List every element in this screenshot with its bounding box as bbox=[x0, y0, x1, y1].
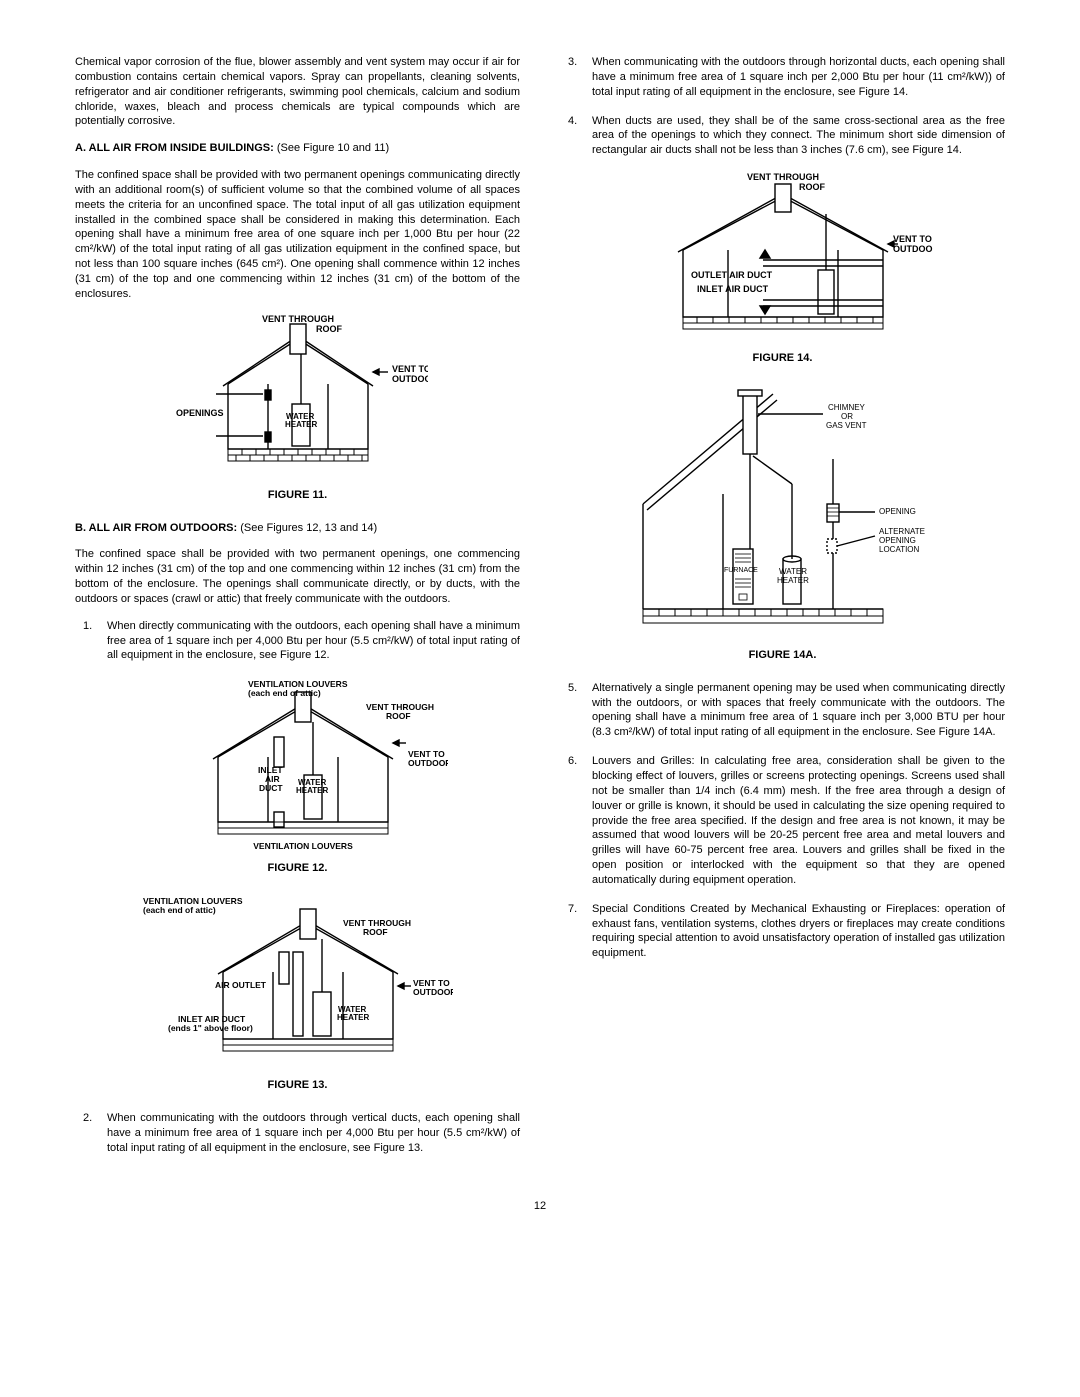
svg-text:AIR OUTLET: AIR OUTLET bbox=[215, 980, 267, 990]
list-item-1: 1.When directly communicating with the o… bbox=[95, 619, 520, 664]
figure-14a-caption: FIGURE 14A. bbox=[749, 648, 817, 663]
svg-text:HEATER: HEATER bbox=[285, 420, 318, 429]
page-number: 12 bbox=[75, 1199, 1005, 1214]
figure-14-caption: FIGURE 14. bbox=[753, 351, 813, 366]
figure-11-caption: FIGURE 11. bbox=[268, 488, 327, 503]
intro-paragraph: Chemical vapor corrosion of the flue, bl… bbox=[75, 55, 520, 129]
svg-text:OUTDOORS: OUTDOORS bbox=[392, 374, 428, 384]
section-b-body: The confined space shall be provided wit… bbox=[75, 547, 520, 606]
svg-text:HEATER: HEATER bbox=[777, 576, 809, 585]
svg-text:OPENING: OPENING bbox=[879, 536, 916, 545]
svg-text:(ends 1" above floor): (ends 1" above floor) bbox=[168, 1023, 253, 1033]
list-right-top: 3.When communicating with the outdoors t… bbox=[560, 55, 1005, 158]
svg-text:OUTDOORS: OUTDOORS bbox=[893, 244, 933, 254]
svg-text:ALTERNATE: ALTERNATE bbox=[879, 527, 925, 536]
two-column-layout: Chemical vapor corrosion of the flue, bl… bbox=[75, 55, 1005, 1169]
svg-text:VENT TO: VENT TO bbox=[893, 234, 932, 244]
svg-text:OR: OR bbox=[841, 412, 853, 421]
figure-14-svg: VENT THROUGH ROOF VENT TO OUTDOORS OUTLE… bbox=[633, 172, 933, 347]
svg-text:HEATER: HEATER bbox=[296, 786, 329, 795]
svg-text:(each end of attic): (each end of attic) bbox=[143, 905, 216, 915]
list-right-bottom: 5.Alternatively a single permanent openi… bbox=[560, 681, 1005, 961]
svg-text:CHIMNEY: CHIMNEY bbox=[828, 403, 866, 412]
list-b: 1.When directly communicating with the o… bbox=[75, 619, 520, 664]
svg-text:INLET AIR DUCT: INLET AIR DUCT bbox=[697, 284, 769, 294]
list-item-5: 5.Alternatively a single permanent openi… bbox=[580, 681, 1005, 740]
figure-12-svg: VENTILATION LOUVERS (each end of attic) … bbox=[148, 677, 448, 857]
list-item-6: 6.Louvers and Grilles: In calculating fr… bbox=[580, 754, 1005, 888]
figure-14a-svg: CHIMNEY OR GAS VENT OPENING ALTERNATE OP… bbox=[623, 384, 943, 644]
svg-text:HEATER: HEATER bbox=[337, 1013, 370, 1022]
section-a-tail: (See Figure 10 and 11) bbox=[274, 142, 389, 154]
section-b-tail: (See Figures 12, 13 and 14) bbox=[237, 522, 377, 534]
figure-13: VENTILATION LOUVERS (each end of attic) … bbox=[75, 894, 520, 1093]
figure-13-caption: FIGURE 13. bbox=[268, 1078, 328, 1093]
svg-text:GAS VENT: GAS VENT bbox=[826, 421, 867, 430]
list-b-cont: 2.When communicating with the outdoors t… bbox=[75, 1111, 520, 1156]
svg-text:OPENING: OPENING bbox=[879, 507, 916, 516]
section-b-title: B. ALL AIR FROM OUTDOORS: bbox=[75, 522, 237, 534]
figure-11: VENT THROUGH ROOF VENT TO OUTDOORS OPENI… bbox=[75, 314, 520, 503]
section-a-body: The confined space shall be provided wit… bbox=[75, 168, 520, 302]
figure-14: VENT THROUGH ROOF VENT TO OUTDOORS OUTLE… bbox=[560, 172, 1005, 366]
right-column: 3.When communicating with the outdoors t… bbox=[560, 55, 1005, 1169]
svg-text:OUTDOORS: OUTDOORS bbox=[408, 758, 448, 768]
svg-text:FURNACE: FURNACE bbox=[724, 567, 758, 574]
svg-text:OUTLET AIR DUCT: OUTLET AIR DUCT bbox=[691, 270, 773, 280]
left-column: Chemical vapor corrosion of the flue, bl… bbox=[75, 55, 520, 1169]
figure-12: VENTILATION LOUVERS (each end of attic) … bbox=[75, 677, 520, 876]
figure-11-svg: VENT THROUGH ROOF VENT TO OUTDOORS OPENI… bbox=[168, 314, 428, 484]
figure-12-caption: FIGURE 12. bbox=[268, 861, 328, 876]
svg-text:OPENINGS: OPENINGS bbox=[176, 408, 224, 418]
section-a-head: A. ALL AIR FROM INSIDE BUILDINGS: (See F… bbox=[75, 141, 520, 156]
figure-13-svg: VENTILATION LOUVERS (each end of attic) … bbox=[143, 894, 453, 1074]
svg-text:OUTDOORS: OUTDOORS bbox=[413, 987, 453, 997]
svg-text:ROOF: ROOF bbox=[316, 324, 343, 334]
svg-text:LOCATION: LOCATION bbox=[879, 545, 920, 554]
svg-text:ROOF: ROOF bbox=[363, 927, 388, 937]
list-item-3: 3.When communicating with the outdoors t… bbox=[580, 55, 1005, 100]
svg-text:VENTILATION LOUVERS: VENTILATION LOUVERS bbox=[253, 841, 353, 851]
svg-text:VENT THROUGH: VENT THROUGH bbox=[747, 172, 819, 182]
svg-text:ROOF: ROOF bbox=[799, 182, 826, 192]
list-item-2: 2.When communicating with the outdoors t… bbox=[95, 1111, 520, 1156]
svg-text:VENT TO: VENT TO bbox=[392, 364, 428, 374]
svg-text:ROOF: ROOF bbox=[386, 711, 411, 721]
svg-text:WATER: WATER bbox=[779, 567, 807, 576]
section-b-head: B. ALL AIR FROM OUTDOORS: (See Figures 1… bbox=[75, 521, 520, 536]
svg-text:VENT THROUGH: VENT THROUGH bbox=[262, 314, 334, 324]
list-item-4: 4.When ducts are used, they shall be of … bbox=[580, 114, 1005, 159]
svg-text:(each end of attic): (each end of attic) bbox=[248, 688, 321, 698]
svg-text:DUCT: DUCT bbox=[259, 783, 283, 793]
figure-14a: CHIMNEY OR GAS VENT OPENING ALTERNATE OP… bbox=[560, 384, 1005, 663]
section-a-title: A. ALL AIR FROM INSIDE BUILDINGS: bbox=[75, 142, 274, 154]
list-item-7: 7.Special Conditions Created by Mechanic… bbox=[580, 902, 1005, 961]
